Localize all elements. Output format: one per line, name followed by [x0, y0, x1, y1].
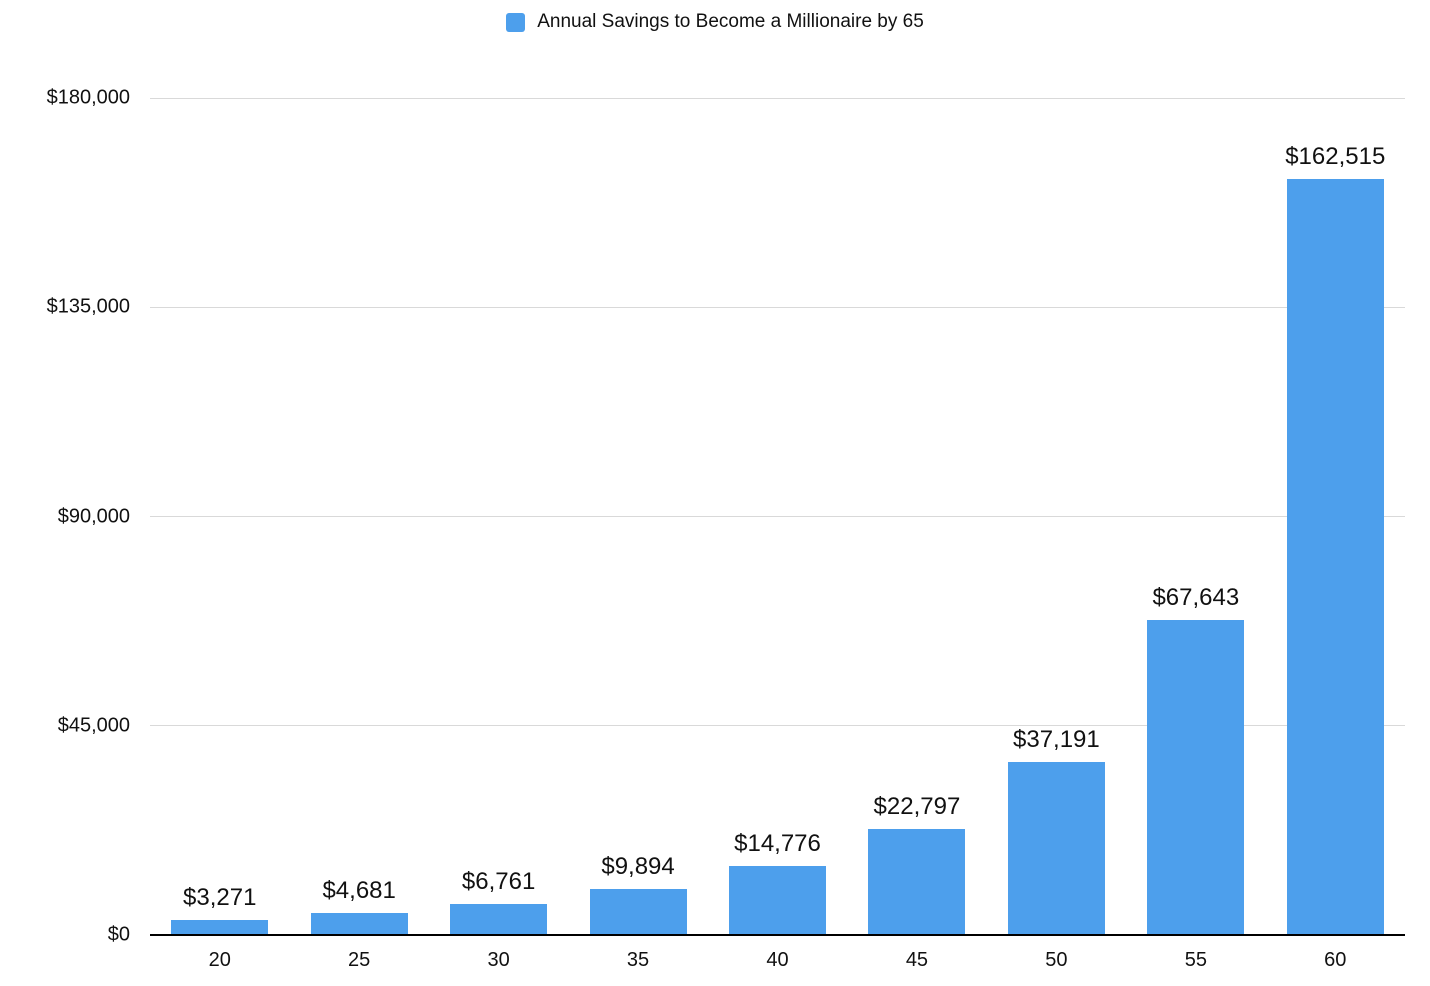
- bar: [310, 913, 408, 935]
- x-axis-label: 20: [208, 949, 231, 971]
- bar-value-label: $3,271: [183, 883, 257, 911]
- x-axis-label: 30: [487, 949, 510, 971]
- bar-value-label: $4,681: [322, 877, 396, 905]
- bar: [868, 828, 966, 935]
- x-axis-label: 55: [1184, 949, 1207, 971]
- bar-value-label: $9,894: [601, 852, 675, 880]
- x-axis-line: [150, 934, 1405, 936]
- gridline: [150, 306, 1405, 308]
- y-axis-tick-label: $90,000: [57, 505, 130, 527]
- bar: [589, 888, 687, 935]
- y-axis-tick-label: $135,000: [46, 295, 130, 318]
- bar-value-label: $14,776: [734, 830, 821, 858]
- y-axis-tick-label: $45,000: [57, 714, 130, 737]
- x-axis-label: 25: [348, 949, 371, 971]
- bar-value-label: $67,643: [1152, 584, 1240, 612]
- x-axis-label: 45: [905, 949, 929, 971]
- y-axis-tick-label: $180,000: [46, 86, 130, 109]
- bar-value-label: $37,191: [1012, 726, 1100, 754]
- gridline: [150, 725, 1405, 727]
- bar: [1286, 179, 1384, 935]
- gridline: [150, 97, 1405, 99]
- bar: [171, 919, 269, 935]
- chart-legend: Annual Savings to Become a Millionaire b…: [0, 8, 1430, 36]
- x-axis-label: 35: [626, 949, 650, 971]
- x-axis-label: 40: [766, 949, 789, 971]
- bar: [1147, 620, 1245, 935]
- bar: [450, 903, 548, 935]
- bar: [729, 866, 826, 935]
- gridline: [150, 516, 1405, 517]
- legend-color-swatch: [506, 12, 526, 32]
- bar-value-label: $6,761: [461, 867, 536, 895]
- legend-label: Annual Savings to Become a Millionaire b…: [537, 11, 924, 32]
- y-axis-tick-label: $0: [107, 923, 130, 946]
- bar: [1007, 762, 1105, 935]
- x-axis-label: 60: [1324, 949, 1347, 971]
- bar-value-label: $22,797: [873, 792, 961, 820]
- bar-value-label: $162,515: [1285, 143, 1386, 171]
- x-axis-label: 50: [1045, 949, 1068, 971]
